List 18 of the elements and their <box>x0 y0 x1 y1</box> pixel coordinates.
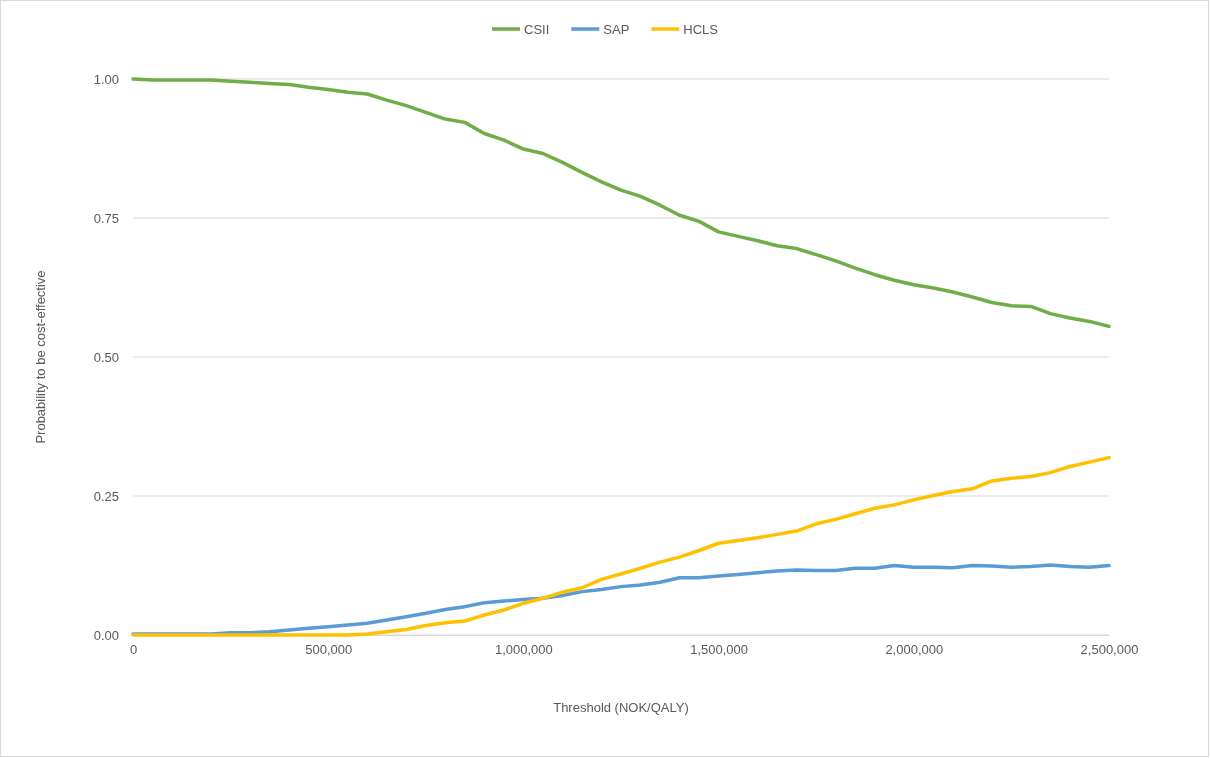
x-tick-label: 2,000,000 <box>885 642 944 658</box>
x-axis-title: Threshold (NOK/QALY) <box>553 700 689 715</box>
y-tick-label: 0.00 <box>93 627 119 643</box>
legend-label: SAP <box>603 22 630 37</box>
line-series <box>131 77 1111 329</box>
x-tick-label: 2,500,000 <box>1080 642 1139 658</box>
y-tick-label: 0.75 <box>93 210 119 226</box>
y-tick-label: 1.00 <box>93 71 119 87</box>
line-series <box>131 455 1111 637</box>
y-axis-title: Probability to be cost-effective <box>33 270 48 444</box>
legend-label: CSII <box>524 22 550 37</box>
y-tick-label: 0.50 <box>93 349 119 365</box>
y-tick-label: 0.25 <box>93 488 119 504</box>
legend-label: HCLS <box>683 22 719 37</box>
x-tick-label: 1,500,000 <box>690 642 749 658</box>
x-tick-label: 0 <box>129 642 138 658</box>
x-tick-label: 1,000,000 <box>494 642 553 658</box>
x-tick-label: 500,000 <box>305 642 353 658</box>
